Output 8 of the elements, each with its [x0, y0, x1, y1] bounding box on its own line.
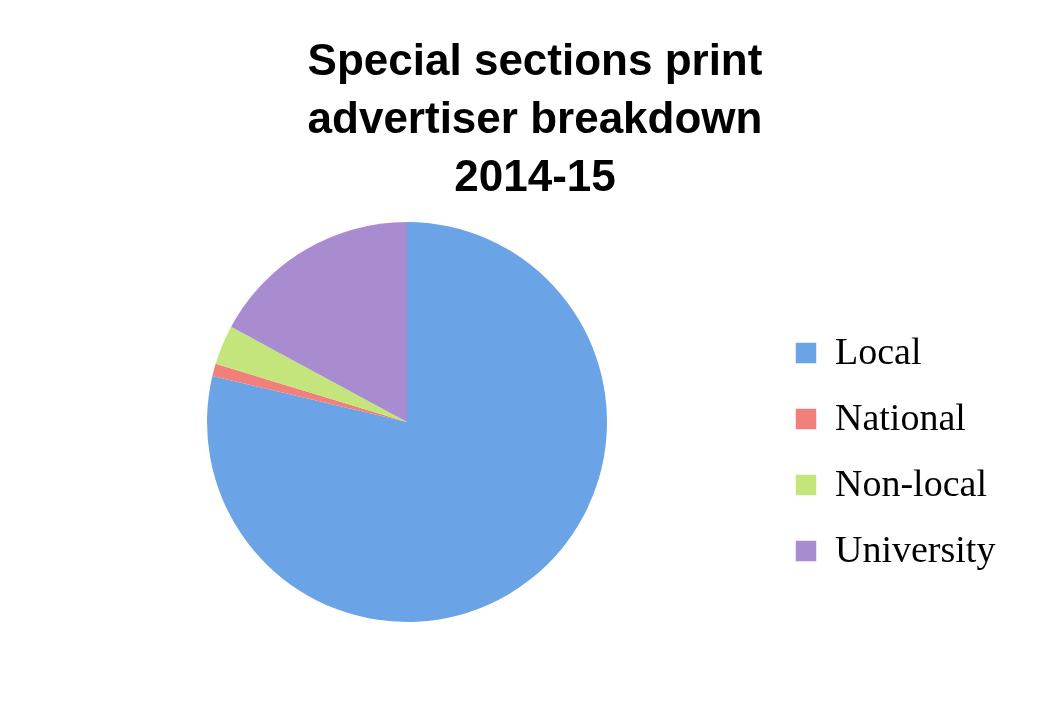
pie-slice — [231, 222, 407, 422]
legend-label: University — [835, 528, 996, 570]
legend-label: Non-local — [835, 462, 987, 504]
pie-slice — [215, 326, 407, 422]
legend-label: National — [835, 396, 966, 438]
chart-title: Special sections print advertiser breakdown 2014-15 — [307, 35, 763, 200]
legend-label: Local — [835, 330, 922, 372]
pie-slice — [207, 222, 607, 622]
